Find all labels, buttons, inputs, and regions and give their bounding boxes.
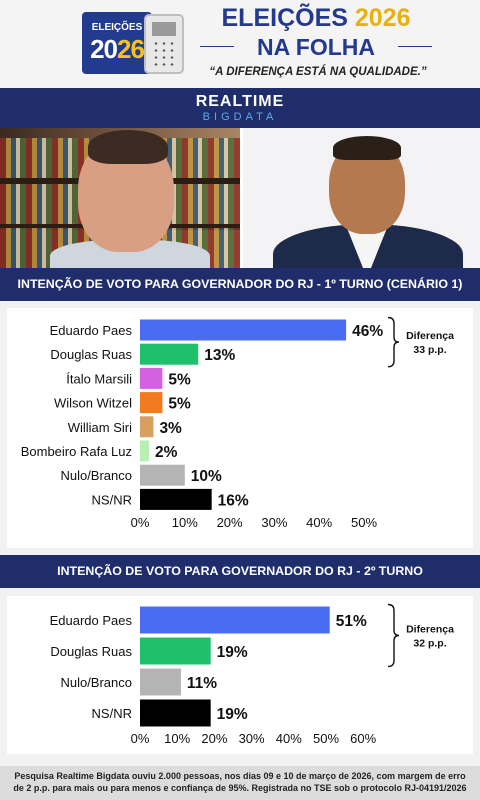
- bar-value-label: 16%: [218, 492, 249, 509]
- bar: [140, 367, 163, 389]
- bar: [140, 392, 163, 414]
- methodology-note: Pesquisa Realtime Bigdata ouviu 2.000 pe…: [13, 771, 467, 793]
- x-tick-label: 10%: [164, 731, 190, 746]
- page-subtitle: NA FOLHA: [257, 34, 375, 60]
- difference-bracket: [387, 316, 400, 368]
- candidate-photo-left: [0, 128, 240, 268]
- bar: [140, 440, 149, 462]
- bar: [140, 416, 154, 438]
- category-label: Douglas Ruas: [50, 644, 132, 659]
- category-label: Douglas Ruas: [50, 347, 132, 362]
- x-tick-label: 30%: [239, 731, 265, 746]
- bar: [140, 464, 185, 486]
- bar-value-label: 2%: [155, 444, 178, 461]
- ballot-box-icon: [144, 14, 184, 74]
- category-label: NS/NR: [92, 492, 132, 507]
- category-label: Wilson Witzel: [54, 396, 132, 411]
- x-tick-label: 50%: [351, 515, 377, 530]
- page-title: ELEIÇÕES 2026: [221, 4, 411, 32]
- chart1-title-bar: INTENÇÃO DE VOTO PARA GOVERNADOR DO RJ -…: [0, 268, 480, 301]
- difference-value: 32 p.p.: [413, 638, 446, 650]
- chart2-panel: Eduardo Paes 51% Douglas Ruas 19% Nulo/Branc…: [7, 596, 473, 754]
- bar-value-label: 19%: [217, 706, 248, 723]
- title-divider-left: [200, 46, 234, 47]
- x-tick-label: 40%: [306, 515, 332, 530]
- chart2-title-bar: INTENÇÃO DE VOTO PARA GOVERNADOR DO RJ -…: [0, 555, 480, 588]
- bar-value-label: 51%: [336, 613, 367, 630]
- chart2-title: INTENÇÃO DE VOTO PARA GOVERNADOR DO RJ -…: [57, 564, 423, 578]
- x-tick-label: 0%: [131, 731, 150, 746]
- chart1-panel: Eduardo Paes 46% Douglas Ruas 13% Ítalo Mars…: [7, 308, 473, 548]
- slogan: “A DIFERENÇA ESTÁ NA QUALIDADE.”: [209, 66, 427, 78]
- x-tick-label: 50%: [313, 731, 339, 746]
- x-tick-label: 10%: [172, 515, 198, 530]
- x-tick-label: 0%: [131, 515, 150, 530]
- bar-value-label: 5%: [168, 371, 191, 388]
- bar-value-label: 3%: [159, 420, 182, 437]
- difference-bracket: [387, 603, 400, 668]
- category-label: Eduardo Paes: [50, 613, 133, 628]
- footer: Pesquisa Realtime Bigdata ouviu 2.000 pe…: [0, 766, 480, 800]
- candidate-photo-right: [240, 128, 480, 268]
- difference-label: Diferença: [406, 624, 454, 636]
- category-label: Bombeiro Rafa Luz: [21, 444, 132, 459]
- bar-value-label: 46%: [352, 323, 383, 340]
- bar: [140, 606, 330, 634]
- bar-value-label: 13%: [204, 347, 235, 364]
- bar: [140, 668, 181, 696]
- x-tick-label: 30%: [261, 515, 287, 530]
- logo-label: ELEIÇÕES: [91, 22, 143, 33]
- category-label: Nulo/Branco: [60, 468, 132, 483]
- header: ELEIÇÕES 2026 ELEIÇÕES 2026 NA FOLHA “A …: [0, 0, 480, 88]
- difference-value: 33 p.p.: [413, 344, 446, 356]
- brand-name: REALTIME: [195, 93, 285, 110]
- chart1-title: INTENÇÃO DE VOTO PARA GOVERNADOR DO RJ -…: [17, 277, 463, 291]
- title-divider-right: [398, 46, 432, 47]
- elections-logo: ELEIÇÕES 2026: [82, 8, 186, 78]
- bar-value-label: 10%: [191, 468, 222, 485]
- category-label: William Siri: [68, 420, 132, 435]
- bar: [140, 637, 211, 665]
- chart2-svg: Eduardo Paes 51% Douglas Ruas 19% Nulo/Branc…: [50, 603, 454, 746]
- bar-value-label: 11%: [187, 675, 217, 692]
- x-tick-label: 20%: [217, 515, 243, 530]
- logo-year: 2026: [90, 34, 145, 64]
- bar: [140, 343, 199, 365]
- brand-strip: REALTIME BIGDATA: [0, 88, 480, 128]
- x-tick-label: 60%: [350, 731, 376, 746]
- bar-value-label: 5%: [168, 396, 191, 413]
- bar: [140, 319, 347, 341]
- category-label: NS/NR: [92, 706, 132, 721]
- bar: [140, 488, 212, 510]
- difference-label: Diferença: [406, 330, 454, 342]
- x-tick-label: 20%: [201, 731, 227, 746]
- brand-sub: BIGDATA: [202, 111, 278, 123]
- bar-value-label: 19%: [217, 644, 248, 661]
- logo-card: ELEIÇÕES 2026: [82, 12, 152, 74]
- category-label: Nulo/Branco: [60, 675, 132, 690]
- chart1-svg: Eduardo Paes 46% Douglas Ruas 13% Ítalo Mars…: [21, 316, 454, 530]
- x-tick-label: 40%: [276, 731, 302, 746]
- category-label: Eduardo Paes: [50, 323, 133, 338]
- bar: [140, 699, 211, 727]
- category-label: Ítalo Marsili: [66, 371, 132, 386]
